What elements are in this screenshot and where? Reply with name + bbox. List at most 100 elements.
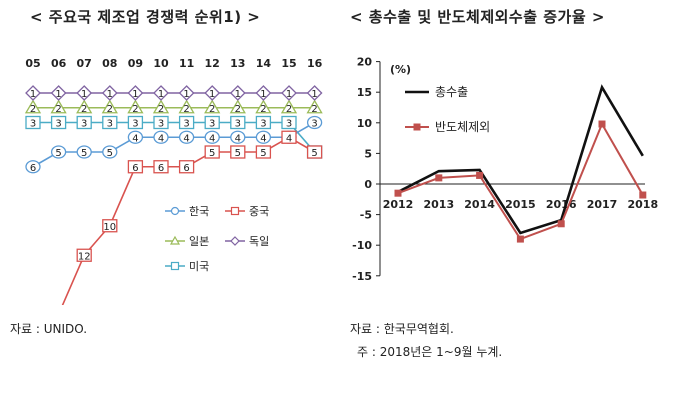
- point-label: 5: [107, 148, 113, 159]
- legend-marker: [413, 123, 421, 131]
- point-label: 4: [132, 133, 138, 144]
- point-marker: [76, 99, 93, 114]
- point-label: 2: [183, 104, 189, 115]
- point-marker: [306, 99, 323, 114]
- rank-line-chart: 05 06 07 08 09 10 11 12 13 14 15 162 2 2 2 2 2 2 2 2 2 2 21 1 1 1…: [24, 57, 323, 305]
- x-tick-label: 2015: [505, 198, 536, 211]
- series-line-중국: [61, 136, 315, 305]
- point-label: 6: [158, 163, 164, 174]
- series-line-한국: [32, 121, 315, 168]
- point-label: 2: [55, 104, 61, 115]
- y-tick-label: -10: [352, 239, 372, 252]
- legend-marker: [170, 261, 180, 271]
- point-label: 3: [30, 119, 36, 130]
- point-label: 3: [260, 119, 266, 130]
- legend-label: 총수출: [435, 85, 468, 99]
- point-label: 3: [158, 119, 164, 130]
- data-point: 2: [306, 99, 323, 115]
- legend-item: 일본: [165, 234, 209, 248]
- point-marker: [24, 99, 42, 114]
- data-point: 4: [230, 130, 246, 144]
- legend-label: 미국: [189, 260, 209, 273]
- data-point: [557, 220, 565, 228]
- data-point: 1: [255, 85, 272, 101]
- y-tick-label: -15: [352, 270, 372, 283]
- point-marker: [50, 85, 67, 101]
- data-point: 10: [102, 219, 118, 233]
- point-marker: [50, 145, 67, 159]
- point-marker: [230, 145, 246, 159]
- data-point: 4: [127, 130, 144, 144]
- data-point: 5: [76, 145, 92, 159]
- point-label: 4: [183, 133, 189, 144]
- legend-item: 한국: [165, 205, 209, 218]
- x-tick-label: 09: [128, 57, 143, 70]
- point-label: 1: [132, 89, 138, 100]
- y-tick-label: 20: [357, 56, 373, 69]
- point-marker: [255, 115, 272, 130]
- point-label: 1: [183, 89, 189, 100]
- series-line-총수출: [397, 84, 644, 235]
- point-marker: [204, 115, 220, 130]
- point-marker: [153, 160, 169, 174]
- data-point: 6: [153, 160, 169, 174]
- y-tick-label: 15: [357, 86, 372, 99]
- data-point: 2: [50, 99, 67, 115]
- point-marker: [306, 115, 323, 130]
- point-marker: [229, 99, 246, 114]
- point-label: 2: [81, 104, 87, 115]
- legend-marker: [170, 206, 180, 216]
- point-marker: [102, 219, 118, 233]
- point-marker: [102, 145, 118, 159]
- point-marker: [178, 130, 195, 144]
- legend-item: 미국: [165, 260, 209, 273]
- x-tick-label: 12: [205, 57, 220, 70]
- point-label: 1: [107, 89, 113, 100]
- data-point: 2: [229, 99, 246, 115]
- legend-label: 반도체제외: [435, 120, 490, 134]
- x-tick-label: 16: [307, 57, 323, 70]
- point-label: 4: [209, 133, 215, 144]
- point-label: 2: [209, 104, 215, 115]
- data-point: [435, 174, 443, 182]
- x-tick-label: 13: [230, 57, 245, 70]
- point-marker: [101, 99, 118, 114]
- data-point: 3: [230, 115, 246, 130]
- point-marker: [255, 130, 272, 144]
- data-point: 1: [281, 85, 297, 101]
- point-label: 2: [158, 104, 164, 115]
- point-marker: [25, 115, 41, 130]
- data-point: 5: [50, 145, 67, 159]
- point-label: 1: [286, 89, 292, 100]
- y-tick-label: -5: [360, 209, 372, 222]
- data-point: [476, 171, 484, 179]
- x-tick-label: 2018: [627, 198, 658, 211]
- point-label: 12: [78, 251, 91, 262]
- legend-item: 독일: [225, 234, 269, 248]
- point-label: 4: [286, 133, 292, 144]
- data-point: 6: [127, 160, 144, 174]
- data-point: 6: [178, 160, 195, 174]
- point-label: 5: [81, 148, 87, 159]
- point-marker: [204, 85, 221, 101]
- x-tick-label: 2016: [546, 198, 577, 211]
- point-label: 4: [235, 133, 241, 144]
- point-marker: [127, 160, 144, 174]
- data-point: 4: [178, 130, 195, 144]
- point-marker: [153, 130, 169, 144]
- point-label: 3: [183, 119, 189, 130]
- data-point: 4: [255, 130, 272, 144]
- point-marker: [281, 115, 297, 130]
- point-label: 3: [55, 119, 61, 130]
- point-marker: [25, 160, 41, 174]
- data-point: 4: [281, 130, 297, 144]
- legend-label: 일본: [189, 234, 209, 248]
- data-point: 5: [306, 145, 323, 159]
- point-label: 6: [30, 163, 36, 174]
- point-marker: [178, 99, 195, 114]
- point-marker: [153, 85, 169, 101]
- point-marker: [306, 145, 323, 159]
- right-source-note: 자료 : 한국무역협회.: [350, 322, 454, 336]
- point-label: 2: [235, 104, 241, 115]
- point-label: 10: [103, 222, 116, 233]
